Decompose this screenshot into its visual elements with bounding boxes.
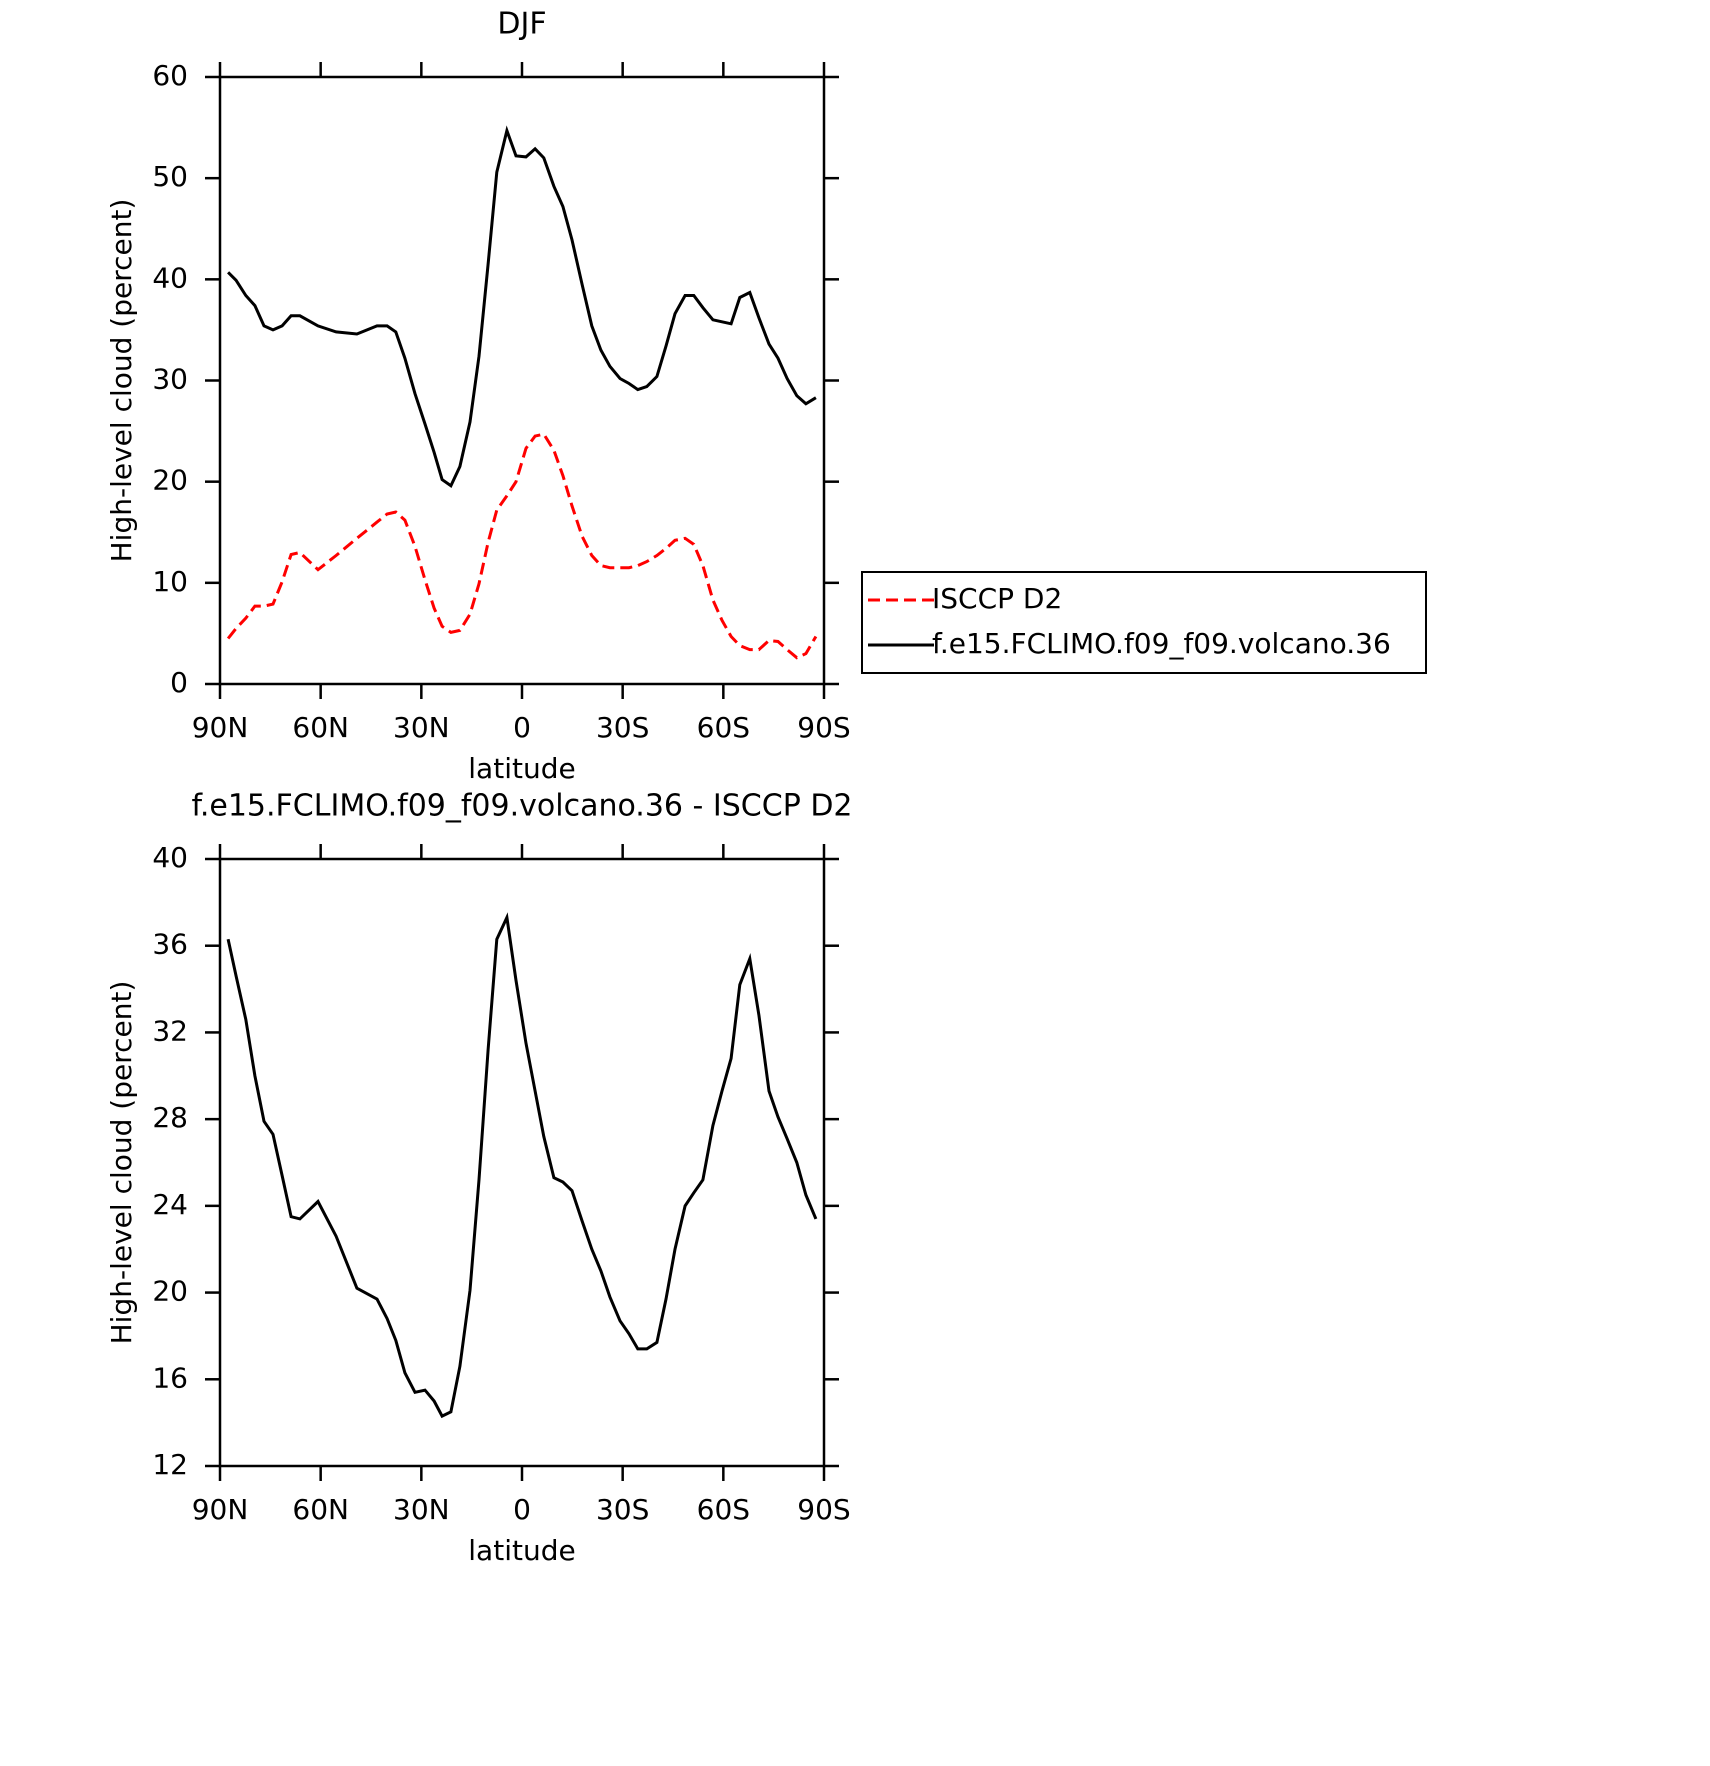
x-tick-label: 30S (596, 1493, 649, 1526)
y-tick-label: 40 (152, 261, 188, 294)
x-tick-label: 60S (697, 711, 750, 744)
data-line (227, 125, 817, 488)
y-tick-label: 40 (152, 841, 188, 874)
x-tick-label: 60S (697, 1493, 750, 1526)
x-tick-label: 0 (513, 1493, 531, 1526)
plot-frame (218, 857, 826, 1468)
y-tick-label: 32 (152, 1014, 188, 1047)
legend-label: ISCCP D2 (932, 582, 1062, 615)
x-tick-label: 90N (192, 711, 249, 744)
x-tick-label: 60N (292, 1493, 349, 1526)
y-axis-label: High-level cloud (percent) (105, 981, 138, 1345)
data-line (226, 912, 818, 1419)
x-tick-label: 30S (596, 711, 649, 744)
x-axis-label: latitude (468, 1534, 575, 1567)
chart-title: f.e15.FCLIMO.f09_f09.volcano.36 - ISCCP … (191, 789, 852, 824)
y-tick-label: 0 (170, 666, 188, 699)
data-line (226, 432, 818, 660)
x-tick-label: 60N (292, 711, 349, 744)
y-tick-label: 20 (152, 1275, 188, 1308)
y-tick-label: 28 (152, 1101, 188, 1134)
x-tick-label: 30N (393, 711, 450, 744)
y-tick-label: 16 (152, 1361, 188, 1394)
x-axis-label: latitude (468, 752, 575, 785)
x-tick-label: 0 (513, 711, 531, 744)
plot-frame (218, 75, 826, 686)
x-tick-label: 90S (797, 1493, 850, 1526)
chart-title: DJF (497, 7, 546, 42)
y-tick-label: 20 (152, 464, 188, 497)
legend-box (861, 571, 1427, 674)
y-tick-label: 12 (152, 1448, 188, 1481)
y-tick-label: 36 (152, 928, 188, 961)
y-tick-label: 60 (152, 59, 188, 92)
y-tick-label: 10 (152, 565, 188, 598)
legend-label: f.e15.FCLIMO.f09_f09.volcano.36 (932, 627, 1391, 660)
x-tick-label: 90N (192, 1493, 249, 1526)
y-axis-label: High-level cloud (percent) (105, 199, 138, 563)
x-tick-label: 90S (797, 711, 850, 744)
x-tick-label: 30N (393, 1493, 450, 1526)
y-tick-label: 30 (152, 363, 188, 396)
y-tick-label: 50 (152, 160, 188, 193)
y-tick-label: 24 (152, 1188, 188, 1221)
